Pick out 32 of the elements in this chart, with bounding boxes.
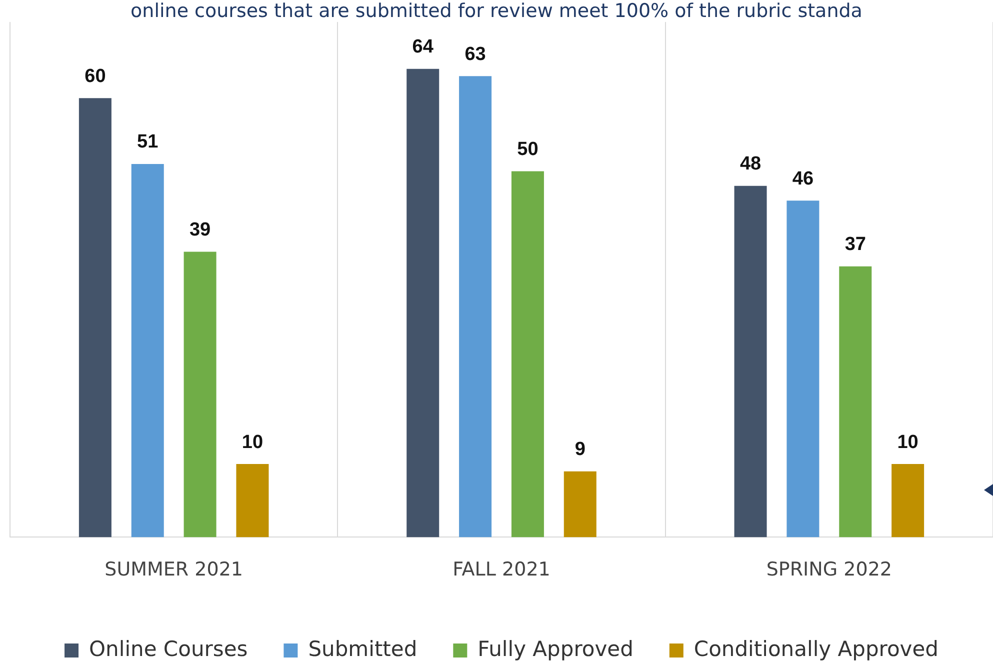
data-label: 46 (792, 168, 814, 190)
bar (734, 186, 767, 538)
x-tick-label: SPRING 2022 (766, 558, 892, 581)
data-label: 60 (84, 66, 106, 87)
bar (78, 98, 112, 538)
legend-label: Online Courses (89, 636, 248, 661)
bar (786, 200, 820, 538)
data-label: 64 (412, 36, 434, 58)
data-label: 10 (242, 432, 264, 453)
chart-title: online courses that are submitted for review meet 100% of the rubric standa (130, 0, 864, 22)
legend-label: Submitted (308, 636, 418, 661)
bar (564, 471, 596, 538)
bar (892, 464, 924, 538)
bar (406, 68, 440, 538)
x-tick-label: SUMMER 2021 (104, 558, 244, 581)
data-label: 50 (517, 139, 538, 160)
data-label: 63 (464, 44, 486, 65)
data-label: 39 (189, 220, 211, 241)
legend-label: Fully Approved (478, 636, 634, 661)
data-label: 9 (574, 439, 586, 460)
bar (839, 266, 872, 538)
bar (459, 76, 492, 538)
bar (511, 171, 544, 538)
data-label: 37 (844, 234, 866, 256)
data-label: 51 (137, 132, 159, 153)
x-tick-label: FALL 2021 (452, 558, 550, 581)
data-label: 10 (897, 432, 918, 453)
bar (131, 164, 164, 538)
bar (236, 464, 269, 538)
bar (184, 252, 216, 538)
legend-label: Conditionally Approved (694, 636, 938, 661)
data-label: 48 (740, 154, 762, 175)
